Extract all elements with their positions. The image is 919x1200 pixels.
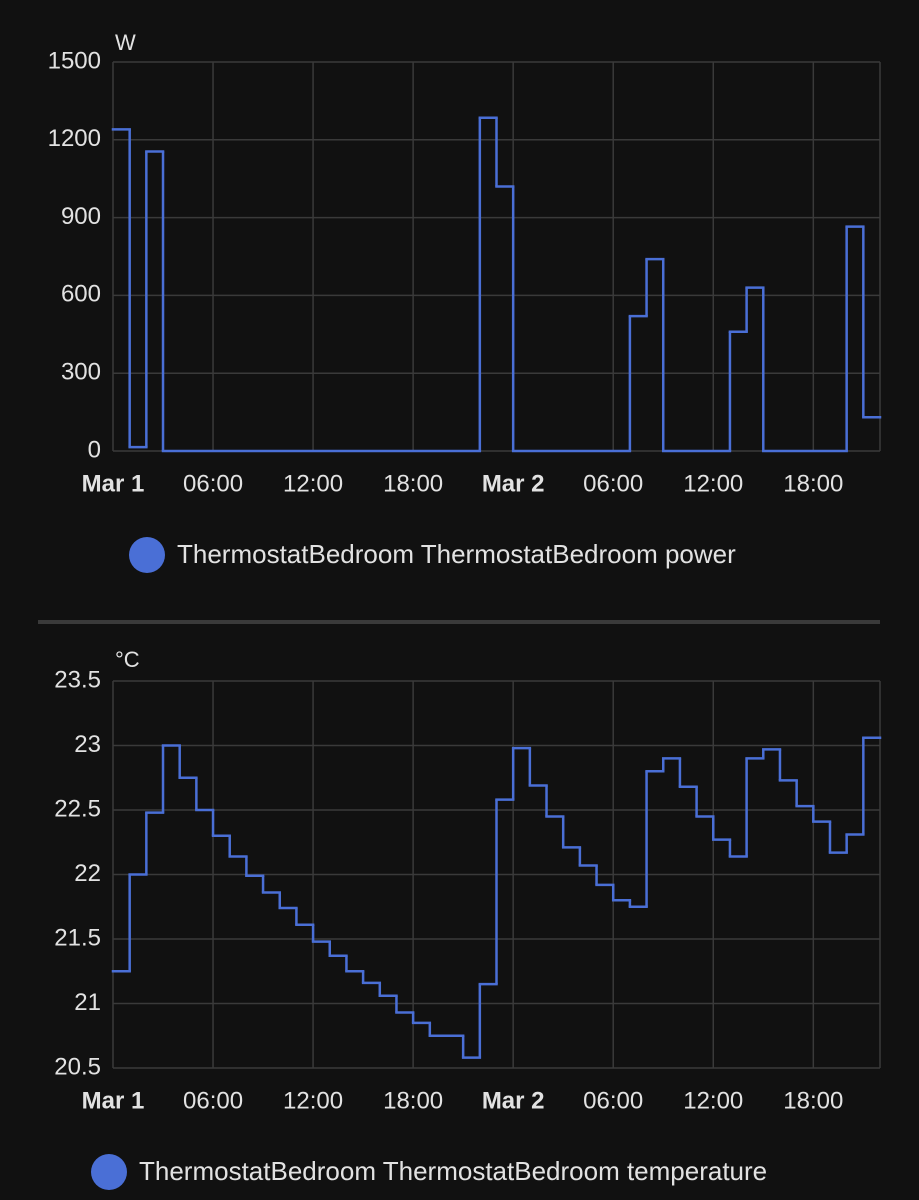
x-tick-label: 18:00 bbox=[383, 470, 443, 497]
y-tick-label: 300 bbox=[61, 359, 101, 386]
y-tick-label: 21.5 bbox=[54, 924, 101, 951]
y-tick-label: 22 bbox=[74, 860, 101, 887]
x-tick-label: Mar 2 bbox=[482, 470, 545, 497]
x-tick-label: 06:00 bbox=[583, 470, 643, 497]
y-tick-label: 23 bbox=[74, 731, 101, 758]
x-tick-label: Mar 1 bbox=[82, 1087, 145, 1114]
x-tick-label: 06:00 bbox=[583, 1087, 643, 1114]
y-tick-label: 900 bbox=[61, 203, 101, 230]
legend-label: ThermostatBedroom ThermostatBedroom powe… bbox=[177, 539, 736, 569]
x-tick-label: Mar 1 bbox=[82, 470, 145, 497]
y-tick-label: 22.5 bbox=[54, 795, 101, 822]
unit-label: W bbox=[115, 30, 136, 55]
x-tick-label: 06:00 bbox=[183, 1087, 243, 1114]
y-tick-label: 21 bbox=[74, 989, 101, 1016]
unit-label: °C bbox=[115, 647, 140, 672]
y-tick-label: 23.5 bbox=[54, 666, 101, 693]
x-tick-label: 12:00 bbox=[683, 1087, 743, 1114]
y-tick-label: 0 bbox=[88, 436, 101, 463]
x-tick-label: 12:00 bbox=[283, 470, 343, 497]
y-tick-label: 600 bbox=[61, 281, 101, 308]
x-tick-label: 12:00 bbox=[683, 470, 743, 497]
legend-label: ThermostatBedroom ThermostatBedroom temp… bbox=[139, 1156, 767, 1186]
x-tick-label: 18:00 bbox=[783, 1087, 843, 1114]
y-tick-label: 20.5 bbox=[54, 1053, 101, 1080]
legend-marker bbox=[91, 1154, 127, 1190]
x-tick-label: 12:00 bbox=[283, 1087, 343, 1114]
x-tick-label: 06:00 bbox=[183, 470, 243, 497]
legend-marker bbox=[129, 537, 165, 573]
x-tick-label: 18:00 bbox=[783, 470, 843, 497]
x-tick-label: 18:00 bbox=[383, 1087, 443, 1114]
y-tick-label: 1200 bbox=[48, 125, 101, 152]
x-tick-label: Mar 2 bbox=[482, 1087, 545, 1114]
y-tick-label: 1500 bbox=[48, 47, 101, 74]
